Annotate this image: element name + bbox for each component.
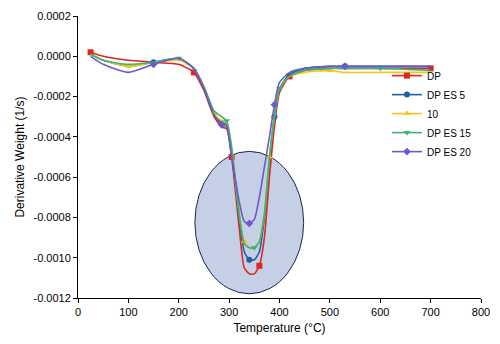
svg-text:0.0000: 0.0000 [37, 50, 71, 62]
svg-text:DP: DP [427, 71, 441, 82]
svg-text:Derivative Weight (1/s): Derivative Weight (1/s) [13, 96, 27, 217]
svg-text:600: 600 [371, 306, 389, 318]
svg-text:-0.0006: -0.0006 [33, 171, 70, 183]
svg-text:DP ES 20: DP ES 20 [427, 147, 471, 158]
svg-text:200: 200 [170, 306, 188, 318]
svg-text:DP ES 15: DP ES 15 [427, 128, 471, 139]
svg-text:-0.0004: -0.0004 [33, 131, 70, 143]
svg-text:Temperature (°C): Temperature (°C) [233, 321, 325, 335]
svg-text:700: 700 [421, 306, 439, 318]
svg-text:-0.0002: -0.0002 [33, 90, 70, 102]
svg-text:0: 0 [75, 306, 81, 318]
svg-text:DP ES 5: DP ES 5 [427, 90, 466, 101]
svg-text:300: 300 [220, 306, 238, 318]
svg-text:10: 10 [427, 109, 439, 120]
svg-text:400: 400 [270, 306, 288, 318]
svg-text:500: 500 [321, 306, 339, 318]
svg-text:-0.0012: -0.0012 [33, 292, 70, 304]
svg-text:-0.0008: -0.0008 [33, 211, 70, 223]
svg-text:800: 800 [472, 306, 490, 318]
svg-text:0.0002: 0.0002 [37, 10, 71, 22]
svg-text:100: 100 [119, 306, 137, 318]
svg-text:-0.0010: -0.0010 [33, 252, 70, 264]
